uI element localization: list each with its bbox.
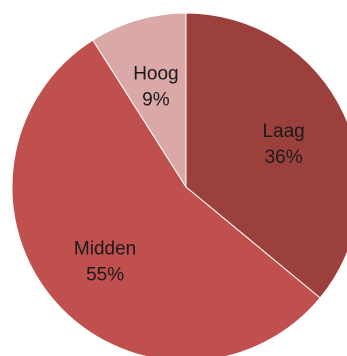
slice-value-label: 55%: [86, 264, 124, 285]
slice-label-laag: Laag 36%: [262, 121, 304, 168]
slice-value-label: 36%: [265, 147, 303, 168]
slice-value-label: 9%: [142, 89, 170, 110]
pie-slice-midden: [11, 39, 321, 356]
pie-slices: [11, 12, 347, 356]
pie-slice-hoog: [92, 12, 187, 189]
slice-category-label: Hoog: [133, 63, 178, 84]
slice-category-label: Laag: [262, 121, 304, 142]
slice-category-label: Midden: [74, 238, 136, 259]
pie-slice-laag: [185, 12, 347, 299]
slice-label-midden: Midden 55%: [74, 238, 136, 285]
pie-labels: Laag 36% Midden 55% Hoog 9%: [74, 63, 305, 285]
slice-label-hoog: Hoog 9%: [133, 63, 178, 110]
